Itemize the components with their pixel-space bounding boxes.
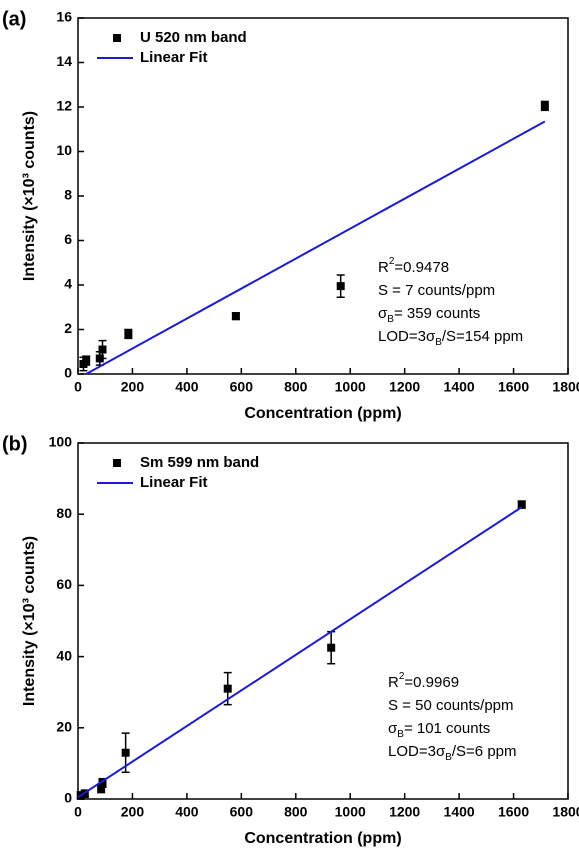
y-tick-label: 4: [64, 276, 72, 292]
x-tick-label: 1400: [444, 804, 475, 820]
legend-marker: [113, 459, 121, 467]
point: [98, 345, 107, 354]
y-tick-label: 12: [56, 98, 72, 114]
y-axis-label: Intensity (×10³ counts): [21, 536, 38, 706]
y-tick-label: 14: [56, 53, 72, 69]
x-tick-label: 1200: [389, 379, 420, 395]
x-tick-label: 800: [284, 379, 308, 395]
plot-frame: [77, 442, 569, 800]
x-tick-label: 600: [230, 804, 254, 820]
x-tick-label: 400: [175, 379, 199, 395]
x-tick-label: 0: [74, 804, 82, 820]
annotation: R2=0.9969: [388, 671, 459, 691]
legend-marker: [113, 34, 121, 42]
panel-label: (a): [2, 8, 26, 30]
point: [231, 312, 240, 321]
y-tick-label: 8: [64, 187, 72, 203]
x-tick-label: 0: [74, 379, 82, 395]
point: [327, 643, 336, 652]
point: [121, 748, 130, 757]
fit-line: [77, 506, 523, 799]
point: [124, 329, 133, 338]
x-tick-label: 600: [230, 379, 254, 395]
x-tick-label: 1400: [444, 379, 475, 395]
x-tick-label: 800: [284, 804, 308, 820]
x-tick-label: 400: [175, 804, 199, 820]
y-tick-label: 6: [64, 231, 72, 247]
panel-label: (b): [2, 433, 28, 455]
x-tick-label: 1000: [335, 804, 366, 820]
legend-label: Linear Fit: [140, 474, 208, 491]
point: [517, 500, 526, 509]
point: [223, 684, 232, 693]
annotation: S = 7 counts/ppm: [378, 282, 495, 299]
legend-label: U 520 nm band: [140, 29, 247, 46]
y-axis-label: Intensity (×10³ counts): [21, 111, 38, 281]
y-tick-label: 16: [56, 9, 72, 25]
x-axis-label: Concentration (ppm): [244, 405, 401, 422]
y-tick-label: 0: [64, 365, 72, 381]
legend-label: Linear Fit: [140, 49, 208, 66]
annotation: LOD=3σB/S=154 ppm: [378, 328, 523, 348]
fit-line: [85, 120, 546, 375]
point: [82, 356, 91, 365]
plot-frame: [77, 17, 569, 375]
legend-label: Sm 599 nm band: [140, 454, 259, 471]
x-tick-label: 200: [121, 804, 145, 820]
point: [97, 784, 106, 793]
y-tick-label: 20: [56, 719, 72, 735]
x-tick-label: 1600: [498, 804, 529, 820]
y-tick-label: 80: [56, 505, 72, 521]
annotation: σB= 101 counts: [388, 720, 490, 740]
x-axis-label: Concentration (ppm): [244, 830, 401, 847]
y-tick-label: 60: [56, 576, 72, 592]
x-tick-label: 1000: [335, 379, 366, 395]
y-tick-label: 100: [49, 434, 73, 450]
annotation: S = 50 counts/ppm: [388, 697, 514, 714]
y-tick-label: 0: [64, 790, 72, 806]
x-tick-label: 200: [121, 379, 145, 395]
annotation: LOD=3σB/S=6 ppm: [388, 743, 517, 763]
point: [98, 778, 107, 787]
x-tick-label: 1600: [498, 379, 529, 395]
y-tick-label: 10: [56, 142, 72, 158]
point: [540, 101, 549, 110]
y-tick-label: 2: [64, 320, 72, 336]
annotation: σB= 359 counts: [378, 305, 480, 325]
y-tick-label: 40: [56, 647, 72, 663]
annotation: R2=0.9478: [378, 256, 449, 276]
x-tick-label: 1200: [389, 804, 420, 820]
point: [336, 282, 345, 291]
